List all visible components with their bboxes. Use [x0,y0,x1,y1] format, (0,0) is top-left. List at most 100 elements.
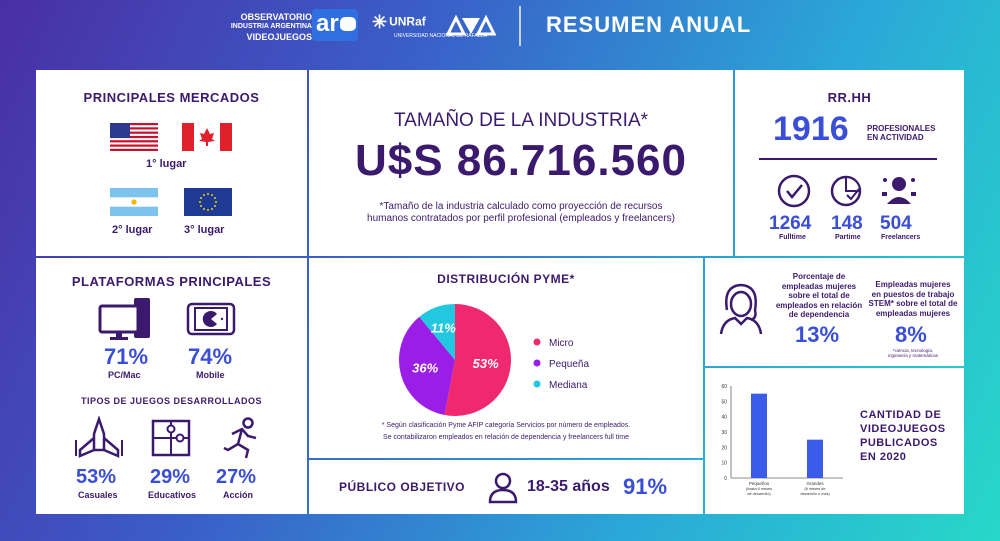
x-tick-label: (6 meses de [805,487,826,491]
pie-label-mediana: 11% [431,320,456,335]
mujeres-right-note-line-2: ingeniería y matemáticas [887,353,939,358]
x-tick-label: Pequeños [749,481,770,486]
pyme-pie-chart: 53% 36% 11% Micro Pequeña Mediana [399,304,589,416]
ar-logo: ar [312,9,358,41]
ar-logo-text: ar [316,10,339,37]
y-tick-label: 10 [721,461,727,467]
pie-label-pequeña: 36% [412,361,438,376]
checkmark-circle-icon [777,174,811,208]
page-title: RESUMEN ANUAL [546,12,752,37]
adva-logo [446,14,496,36]
logo-line-1: OBSERVATORIO [240,12,312,22]
usa-flag-icon [110,123,158,151]
mercados-title: PRINCIPALES MERCADOS [83,90,260,105]
bar-1 [807,439,823,478]
casuales-label: Casuales [78,490,118,500]
y-tick-label: 50 [721,399,727,405]
mujeres-left-value: 13% [795,322,840,347]
fulltime-label: Fulltime [779,234,806,241]
rrhh-total-value: 1916 [773,110,849,148]
y-tick-label: 60 [721,384,727,390]
pie-slice-micro [444,304,511,416]
partial-clock-icon [830,175,862,207]
mujeres-right-note: *ciencia, tecnología, ingeniería y matem… [865,348,961,358]
cantidad-title-line-4: EN 2020 [860,451,907,463]
running-person-icon [223,417,257,459]
mercados-panel: PRINCIPALES MERCADOS 1° lugar 2° lugar 3… [36,70,307,256]
plataformas-title: PLATAFORMAS PRINCIPALES [71,274,272,289]
plataformas-panel: PLATAFORMAS PRINCIPALES 71% PC/Mac 74% M… [36,258,307,514]
pyme-title: DISTRIBUCIÓN PYME* [437,272,575,286]
mobile-value: 74% [188,344,233,369]
rrhh-title: RR.HH [827,90,872,105]
publico-range: 18-35 años [527,478,610,495]
mujeres-right-line-1: Empleadas mujeres [875,280,951,289]
unraf-logo-subtext: UNIVERSIDAD NACIONAL DE RAFAELA [394,33,488,39]
legend-dot-mediana [533,380,541,388]
mujeres-left-line-1: Porcentaje de [792,272,846,281]
y-tick-label: 20 [721,445,727,451]
unraf-logo-text: UNRaf [389,14,426,29]
pie-label-micro: 53% [473,356,499,371]
pie-slice-pequeña [399,316,455,416]
legend-label-pequeña: Pequeña [549,359,589,370]
x-tick-label: desarrollo o más) [800,492,830,496]
x-tick-label: de desarrollo) [747,492,771,496]
gamepad-icon [340,17,356,31]
mujeres-left-line-5: de dependencia [788,310,850,319]
mujeres-right-line-4: empleadas mujeres [875,308,951,318]
mujeres-panel: Porcentaje de empleadas mujeres sobre el… [705,258,964,366]
spaceship-icon [75,416,123,458]
parttime-value: 148 [831,213,863,234]
mujeres-left-line-3: sobre el total de [788,291,850,300]
legend-label-micro: Micro [549,338,574,349]
mujeres-right-text: Empleadas mujeres en puestos de trabajo … [865,280,961,318]
unraf-logo: ✳ UNRaf UNIVERSIDAD NACIONAL DE RAFAELA [372,12,487,39]
publico-title: PÚBLICO OBJETIVO [339,480,466,494]
second-place-label: 2° lugar [112,224,153,236]
mujeres-right-value: 8% [895,322,927,347]
mobile-label: Mobile [196,370,225,380]
argentina-flag-icon [110,188,158,216]
freelancers-label: Freelancers [881,234,921,241]
freelancers-value: 504 [880,213,912,234]
industria-title: TAMAÑO DE LA INDUSTRIA* [393,110,649,131]
cantidad-title-line-1: CANTIDAD DE [860,409,942,421]
cantidad-title-line-3: PUBLICADOS [860,437,938,449]
mujeres-left-text: Porcentaje de empleadas mujeres sobre el… [771,272,867,320]
unraf-star-icon: ✳ [372,12,388,32]
bar-0 [751,393,767,478]
industria-note-line-2: humanos contratados por perfil profesion… [367,213,675,224]
eu-flag-icon [184,188,232,216]
legend-dot-pequeña [533,359,541,367]
tipos-title: TIPOS DE JUEGOS DESARROLLADOS [80,396,263,406]
header: OBSERVATORIO INDUSTRIA ARGENTINA VIDEOJU… [0,0,1000,62]
third-place-label: 3° lugar [184,224,225,236]
industria-panel: TAMAÑO DE LA INDUSTRIA* U$S 86.716.560 *… [309,70,733,256]
cantidad-panel: 0 10 20 30 40 50 60 Pequeños (hasta 6 meses de de… [705,368,964,514]
freelancer-person-icon [882,177,916,204]
parttime-label: Partime [835,234,861,241]
pyme-note-line-2: Se contabilizaron empleados en relación … [383,434,629,441]
first-place-label: 1° lugar [146,158,187,170]
cantidad-title: CANTIDAD DE VIDEOJUEGOS PUBLICADOS EN 20… [860,408,946,464]
pc-monitor-icon [98,298,150,340]
y-tick-label: 0 [724,476,727,482]
rrhh-panel: RR.HH 1916 PROFESIONALES EN ACTIVIDAD 12… [735,70,964,256]
educativos-label: Educativos [148,490,197,500]
pyme-note-line-1: * Según clasificación Pyme AFIP categorí… [381,422,631,429]
logo-line-3: VIDEOJUEGOS [246,32,312,42]
cantidad-title-line-2: VIDEOJUEGOS [860,423,946,435]
legend-dot-micro [533,338,541,346]
publico-panel: PÚBLICO OBJETIVO 18-35 años 91% [309,460,703,514]
pyme-panel: DISTRIBUCIÓN PYME* 53% 36% 11% Micro Pequeña… [309,258,703,458]
mujeres-left-line-2: empleadas mujeres [781,281,857,291]
fulltime-value: 1264 [769,213,812,234]
mujeres-left-line-4: empleados en relación [775,300,863,310]
x-tick-label: Grandes [806,481,824,486]
rrhh-divider [759,158,937,160]
mobile-phone-icon [186,302,236,336]
pc-label: PC/Mac [108,370,141,380]
x-tick-label: (hasta 6 meses [746,487,772,491]
